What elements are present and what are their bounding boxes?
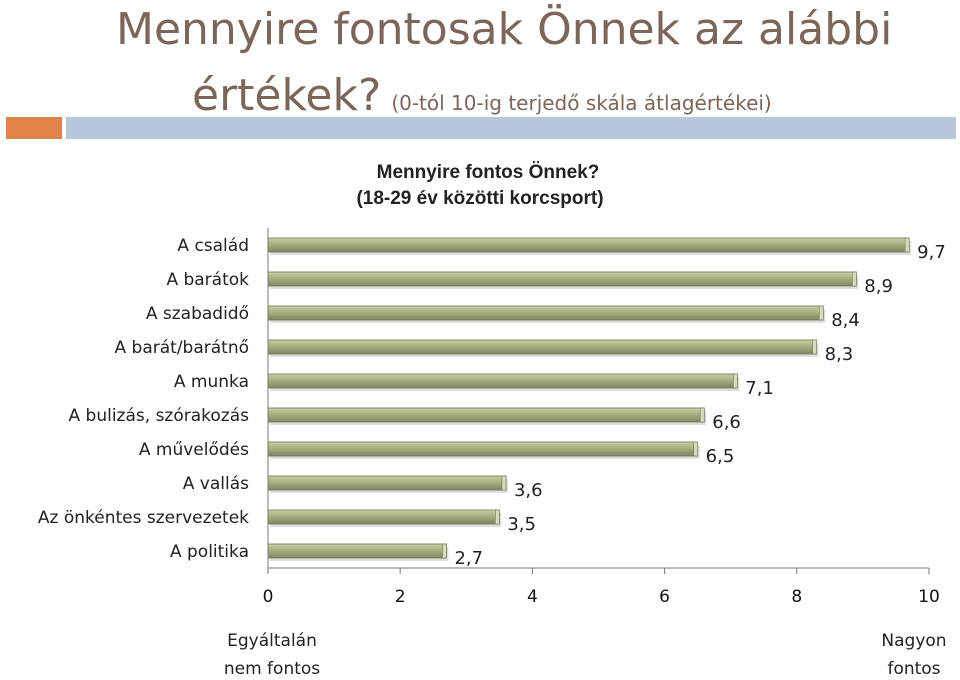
x-tick-label: 8 xyxy=(791,587,802,607)
bar-cap xyxy=(442,543,447,559)
bar xyxy=(267,237,912,255)
chart-title-line-1: Mennyire fontos Önnek? xyxy=(377,162,600,183)
category-label: A vallás xyxy=(183,474,249,494)
x-axis-left-label-line-1: Egyáltalán xyxy=(227,631,317,651)
title-line-2-text: értékek? xyxy=(192,70,382,121)
bars-layer xyxy=(267,237,912,561)
category-label: A politika xyxy=(170,542,249,562)
category-label: A család xyxy=(177,236,249,256)
bar-body xyxy=(267,407,705,423)
bar-cap xyxy=(812,339,817,355)
bar-cap xyxy=(693,441,698,457)
title-line-1: Mennyire fontosak Önnek az alábbi xyxy=(116,4,893,55)
bar-cap xyxy=(851,271,857,287)
bar-cap xyxy=(904,237,910,253)
category-label: Az önkéntes szervezetek xyxy=(38,508,249,528)
accent-bar-orange xyxy=(6,117,62,139)
x-tick-label: 2 xyxy=(395,587,406,607)
x-tick-label: 4 xyxy=(527,587,538,607)
category-label: A művelődés xyxy=(139,440,249,460)
bar xyxy=(267,373,740,391)
bar-cap xyxy=(495,509,500,525)
x-axis-left-label-line-2: nem fontos xyxy=(224,659,320,679)
category-labels: A család A barátok A szabadidő A barát/bará… xyxy=(38,236,249,562)
x-tick-label: 6 xyxy=(659,587,670,607)
bar xyxy=(267,543,449,561)
category-label: A barát/barátnő xyxy=(115,338,250,358)
category-label: A szabadidő xyxy=(146,304,249,324)
chart-title-line-2: (18-29 év közötti korcsport) xyxy=(356,188,603,209)
bar-body xyxy=(267,237,910,253)
bar xyxy=(267,509,502,527)
value-label: 8,4 xyxy=(831,310,860,331)
bar-body xyxy=(267,441,699,457)
category-label: A barátok xyxy=(166,270,249,290)
bar xyxy=(267,441,700,459)
bar-body xyxy=(267,475,507,491)
bar-body xyxy=(267,543,447,559)
value-label: 8,3 xyxy=(825,344,854,365)
subtitle: (0-tól 10-ig terjedő skála átlagértékei) xyxy=(391,91,772,115)
bar-body xyxy=(267,373,738,389)
accent-bar-blue xyxy=(66,117,956,139)
x-tick-label: 10 xyxy=(918,587,940,607)
bar xyxy=(267,339,819,357)
bar-cap xyxy=(501,475,507,491)
value-label: 3,6 xyxy=(514,480,543,501)
bar xyxy=(267,407,707,425)
title-line-2: értékek? (0-tól 10-ig terjedő skála átlag… xyxy=(192,70,772,131)
bar-cap xyxy=(818,305,824,321)
category-label: A munka xyxy=(174,372,249,392)
value-label: 3,5 xyxy=(507,514,536,535)
bar xyxy=(267,305,826,323)
x-axis-ticks: 0 2 4 6 8 10 xyxy=(263,568,940,607)
bar-cap xyxy=(699,407,705,423)
category-label: A bulizás, szórakozás xyxy=(69,406,250,426)
value-label: 8,9 xyxy=(864,276,893,297)
bar xyxy=(267,271,859,289)
x-tick-label: 0 xyxy=(263,587,274,607)
value-labels: 9,7 8,98,4 8,3 7,16,6 6,5 3,6 3,5 2,7 xyxy=(454,242,945,569)
value-label: 7,1 xyxy=(745,378,774,399)
bar-body xyxy=(267,271,857,287)
bar xyxy=(267,475,508,493)
value-label: 6,6 xyxy=(712,412,741,433)
bar-cap xyxy=(733,373,738,389)
value-label: 2,7 xyxy=(454,548,483,569)
bar-body xyxy=(267,339,818,355)
x-axis-right-label-line-1: Nagyon xyxy=(881,631,946,651)
value-label: 6,5 xyxy=(706,446,735,467)
bar-body xyxy=(267,305,824,321)
x-axis-right-label-line-2: fontos xyxy=(887,659,940,679)
bar-body xyxy=(267,509,500,525)
value-label: 9,7 xyxy=(917,242,946,263)
